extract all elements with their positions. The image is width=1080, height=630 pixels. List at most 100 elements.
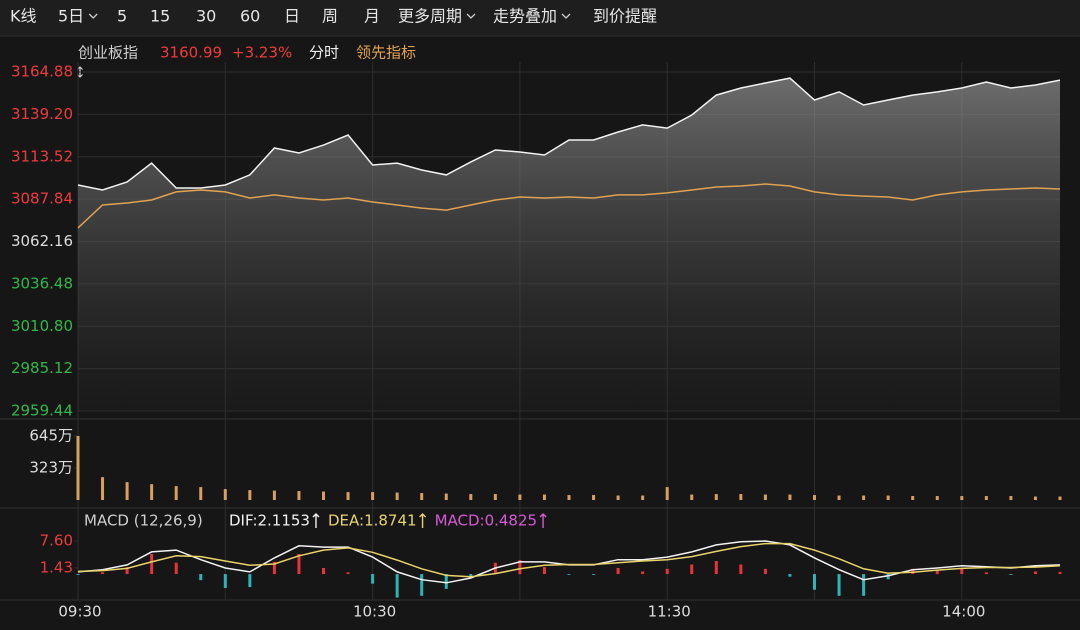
y-tick-label: 7.60: [40, 531, 73, 549]
toolbar-button[interactable]: 5日: [58, 7, 84, 26]
bar: [444, 574, 448, 589]
bar: [739, 564, 743, 575]
last-price: 3160.99: [160, 44, 222, 62]
toolbar-button[interactable]: 周: [322, 7, 338, 26]
bar: [493, 494, 497, 500]
bar: [518, 494, 522, 500]
bar: [174, 562, 178, 575]
toolbar-button[interactable]: 5: [117, 7, 127, 26]
bar: [223, 574, 227, 588]
area-fill: [78, 78, 1060, 411]
bar: [935, 569, 939, 575]
bar: [395, 574, 399, 598]
bar: [984, 496, 988, 500]
bar: [469, 494, 473, 500]
trend-arrow: [539, 513, 547, 528]
bar: [763, 494, 767, 500]
bar: [862, 574, 866, 596]
legend-entry: DEA:1.8741: [328, 512, 417, 530]
bar: [837, 495, 841, 500]
bar: [76, 436, 80, 500]
y-tick-label: 3113.52: [11, 147, 73, 165]
bar: [592, 495, 596, 500]
bar: [886, 574, 890, 580]
y-tick-label: 2985.12: [11, 359, 73, 377]
bar: [567, 574, 571, 575]
y-tick-label: 1.43: [40, 558, 73, 576]
bar: [272, 490, 276, 500]
bar: [469, 574, 473, 577]
bar: [641, 571, 645, 575]
bar: [297, 491, 301, 500]
index-name: 创业板指: [78, 44, 138, 62]
bar: [714, 494, 718, 500]
y-tick-label: 3164.88: [11, 63, 73, 81]
bar: [101, 572, 105, 575]
bar: [542, 494, 546, 500]
bar: [886, 495, 890, 500]
toolbar-button[interactable]: 30: [196, 7, 216, 26]
mode-tab[interactable]: 分时: [309, 44, 339, 62]
bar: [665, 487, 669, 500]
line: [77, 183, 1061, 229]
toolbar-button[interactable]: 15: [150, 7, 170, 26]
toolbar: [0, 0, 1080, 36]
bar: [960, 496, 964, 500]
y-tick-label: 3087.84: [11, 190, 73, 208]
change-pct: +3.23%: [232, 44, 292, 62]
bar: [788, 494, 792, 500]
toolbar-button[interactable]: 更多周期: [398, 7, 462, 26]
bar: [346, 492, 350, 500]
bar: [125, 567, 129, 575]
bar: [223, 489, 227, 500]
bar: [813, 574, 816, 590]
bar: [837, 574, 841, 596]
trend-arrow: [312, 513, 320, 528]
bar: [199, 574, 203, 581]
toolbar-button[interactable]: 到价提醒: [593, 7, 657, 26]
line: [77, 542, 1061, 578]
bar: [420, 493, 424, 500]
toolbar-button[interactable]: 走势叠加: [493, 7, 557, 26]
bar: [395, 492, 399, 500]
bar: [1009, 574, 1013, 575]
dropdown-chevron: [88, 13, 98, 19]
bar: [518, 560, 522, 575]
bar: [371, 574, 375, 584]
x-tick-label: 10:30: [353, 603, 396, 621]
toolbar-button[interactable]: 月: [364, 7, 380, 26]
y-tick-label: 3036.48: [11, 274, 73, 292]
bar: [616, 495, 620, 500]
macd-params: MACD (12,26,9): [84, 512, 203, 530]
y-tick-label: 645万: [29, 427, 73, 445]
bar: [199, 487, 203, 500]
bar: [174, 486, 178, 500]
dropdown-chevron: [561, 13, 571, 19]
bar: [248, 574, 252, 588]
bar: [616, 567, 620, 575]
bar: [911, 568, 915, 575]
bar: [150, 484, 154, 500]
bar: [1009, 496, 1013, 500]
bar: [984, 572, 988, 575]
bar: [125, 482, 129, 500]
bar: [935, 496, 939, 500]
indicator-tab[interactable]: 领先指标: [356, 44, 416, 62]
bar: [960, 568, 964, 575]
bar: [1033, 571, 1037, 575]
bar: [272, 561, 276, 575]
bar: [322, 491, 325, 500]
bar: [567, 495, 571, 500]
line: [77, 77, 1061, 191]
toolbar-button[interactable]: K线: [10, 7, 37, 26]
bar: [1058, 571, 1062, 575]
y-tick-label: 323万: [29, 458, 73, 476]
toolbar-button[interactable]: 60: [240, 7, 260, 26]
toolbar-button[interactable]: 日: [284, 7, 300, 26]
legend-entry: DIF:2.1153: [229, 512, 310, 530]
y-tick-label: 2959.44: [11, 402, 73, 420]
bar: [150, 554, 154, 575]
bar: [346, 572, 350, 575]
x-tick-label: 14:00: [942, 603, 985, 621]
